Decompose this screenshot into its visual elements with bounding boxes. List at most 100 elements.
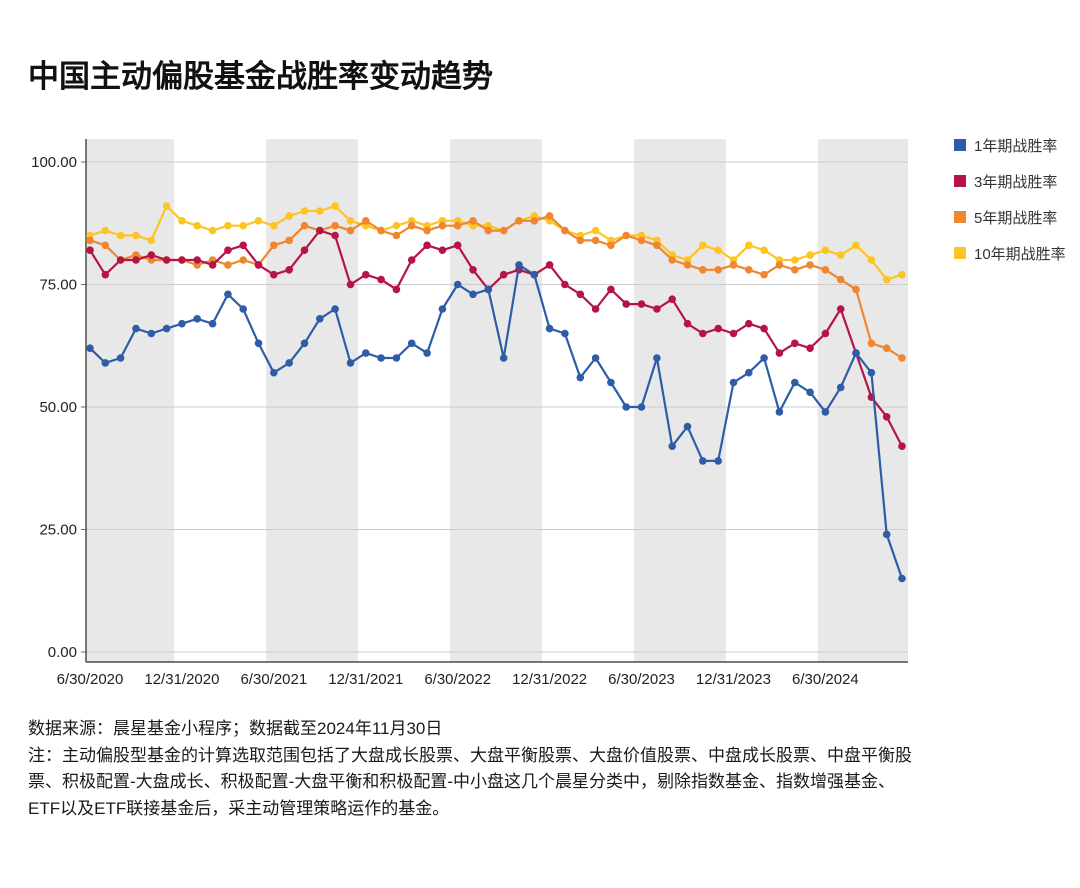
legend-label: 3年期战胜率 [974, 173, 1058, 191]
chart-canvas: 0.00 25.00 50.00 75.00 100.00 6/30/2020 12/31/… [31, 138, 908, 688]
series-point-5y [882, 344, 891, 352]
series-point-5y [224, 260, 232, 269]
series-point-10y [346, 216, 355, 225]
series-point-3y [270, 270, 278, 279]
series-point-10y [882, 275, 891, 284]
series-point-10y [224, 221, 232, 230]
series-point-5y [515, 216, 523, 225]
series-point-3y [285, 265, 294, 274]
series-point-10y [745, 241, 753, 249]
series-point-10y [699, 241, 707, 249]
series-point-1y [239, 304, 247, 313]
series-point-1y [147, 329, 156, 338]
series-point-10y [270, 221, 278, 230]
series-point-1y [193, 314, 201, 323]
series-point-1y [806, 388, 814, 396]
series-point-5y [653, 241, 661, 249]
series-point-3y [775, 349, 784, 357]
series-point-1y [423, 349, 431, 357]
series-point-5y [683, 260, 692, 269]
series-point-3y [499, 270, 508, 279]
series-point-5y [423, 226, 431, 235]
series-point-1y [561, 329, 569, 338]
series-point-3y [193, 255, 201, 264]
legend-swatch-1y [954, 139, 966, 152]
legend-swatch-5y [954, 211, 966, 224]
series-point-5y [714, 265, 722, 274]
legend-label: 1年期战胜率 [974, 137, 1058, 155]
series-point-5y [591, 236, 600, 244]
alt-band [450, 138, 542, 662]
series-point-10y [254, 216, 263, 225]
series-point-5y [775, 260, 784, 269]
series-point-3y [377, 275, 385, 284]
series-point-10y [836, 251, 845, 259]
series-point-5y [561, 226, 569, 235]
series-point-3y [714, 324, 722, 333]
series-point-5y [453, 221, 462, 230]
series-point-3y [668, 295, 676, 303]
series-point-5y [576, 236, 585, 244]
series-point-1y [530, 270, 539, 279]
alt-band [266, 138, 359, 662]
series-point-5y [806, 260, 814, 269]
series-point-5y [622, 231, 630, 240]
legend-item-10y: 10年期战胜率 [954, 243, 1066, 264]
series-point-1y [86, 344, 94, 352]
series-point-1y [208, 319, 217, 328]
series-point-5y [86, 236, 94, 244]
y-axis-label: 50.00 [39, 399, 77, 416]
series-point-5y [530, 216, 539, 225]
y-axis-label: 75.00 [39, 276, 77, 293]
series-point-3y [607, 285, 615, 293]
alt-band [86, 138, 175, 662]
series-point-3y [453, 241, 462, 249]
series-point-1y [668, 442, 676, 450]
series-point-1y [545, 324, 554, 333]
series-point-1y [270, 368, 278, 377]
series-point-5y [867, 339, 876, 347]
series-point-3y [224, 246, 232, 254]
series-point-1y [484, 285, 493, 293]
series-point-10y [867, 255, 876, 264]
series-point-1y [254, 339, 263, 347]
series-point-1y [132, 324, 140, 333]
series-point-5y [545, 211, 554, 220]
series-point-5y [101, 241, 110, 249]
series-point-3y [561, 280, 569, 289]
series-point-1y [362, 349, 370, 357]
series-point-3y [392, 285, 401, 293]
series-point-3y [316, 226, 324, 235]
series-point-3y [86, 246, 94, 254]
series-point-1y [622, 402, 630, 411]
series-point-1y [576, 373, 585, 382]
series-point-10y [331, 202, 339, 210]
series-point-1y [116, 353, 125, 362]
series-point-3y [162, 255, 171, 264]
series-point-10y [193, 221, 201, 230]
series-point-5y [392, 231, 401, 240]
series-point-3y [622, 300, 630, 308]
series-point-1y [377, 353, 385, 362]
series-point-10y [116, 231, 125, 240]
series-point-10y [178, 216, 186, 225]
legend-label: 10年期战胜率 [974, 245, 1066, 263]
series-point-10y [821, 246, 830, 254]
series-point-3y [821, 329, 830, 338]
series-point-1y [836, 383, 845, 391]
series-point-3y [101, 270, 110, 279]
series-point-3y [438, 246, 447, 254]
series-point-1y [775, 407, 784, 416]
series-point-5y [300, 221, 309, 230]
win-rate-chart: 0.00 25.00 50.00 75.00 100.00 6/30/2020 12/31/… [28, 131, 1080, 696]
series-point-3y [760, 324, 768, 333]
series-point-3y [836, 304, 845, 313]
series-point-5y [852, 285, 860, 293]
legend-item-5y: 5年期战胜率 [954, 207, 1066, 228]
methodology-note: 注：主动偏股型基金的计算选取范围包括了大盘成长股票、大盘平衡股票、大盘价值股票、… [28, 745, 912, 819]
series-point-10y [101, 226, 110, 235]
legend-swatch-10y [954, 247, 966, 260]
series-point-1y [637, 402, 646, 411]
series-point-5y [760, 270, 768, 279]
